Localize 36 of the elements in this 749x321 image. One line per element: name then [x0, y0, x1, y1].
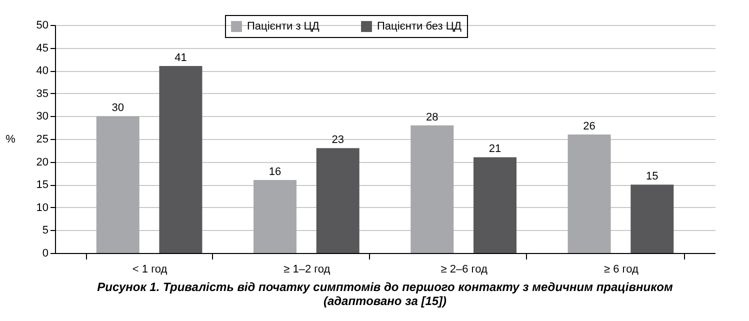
- y-tick-label: 20: [36, 156, 48, 168]
- text: (адаптовано за [15]): [323, 294, 447, 308]
- bar: [568, 134, 611, 253]
- bar: [410, 125, 454, 253]
- y-tick-label: 30: [36, 110, 48, 123]
- y-tick-label: 45: [36, 42, 48, 54]
- data-label: 26: [583, 120, 596, 132]
- bar: [474, 157, 516, 253]
- legend-label: Пацієнти з ЦД: [247, 20, 320, 33]
- legend-label: Пацієнти без ЦД: [377, 20, 462, 33]
- data-label: 21: [488, 143, 502, 156]
- y-tick-label: 10: [36, 202, 48, 214]
- x-tick-label: ≥ 2–6 год: [440, 264, 488, 276]
- bar: [254, 180, 296, 253]
- bar: [159, 66, 202, 253]
- y-tick-label: 25: [36, 134, 48, 146]
- data-label: 15: [646, 170, 658, 183]
- data-label: 16: [268, 166, 282, 178]
- data-label: 41: [174, 52, 187, 64]
- y-tick-label: 5: [42, 224, 48, 237]
- y-axis-title: %: [6, 134, 16, 146]
- bar: [96, 116, 140, 253]
- data-label: 23: [332, 134, 344, 146]
- data-label: 28: [426, 111, 438, 124]
- y-tick-label: 50: [36, 20, 48, 32]
- text: Рисунок 1. Тривалість від початку симптомів до першого контакту з медичним працівником: [97, 280, 673, 294]
- x-tick-label: < 1 год: [132, 264, 168, 276]
- bar: [630, 184, 674, 253]
- x-tick-label: ≥ 6 год: [604, 264, 639, 276]
- y-tick-label: 15: [36, 179, 48, 192]
- data-label: 30: [112, 102, 124, 114]
- y-tick-label: 40: [36, 65, 48, 78]
- y-tick-label: 35: [36, 88, 48, 100]
- bar: [316, 148, 360, 253]
- y-tick-label: 0: [42, 248, 48, 260]
- x-tick-label: ≥ 1–2 год: [284, 264, 331, 276]
